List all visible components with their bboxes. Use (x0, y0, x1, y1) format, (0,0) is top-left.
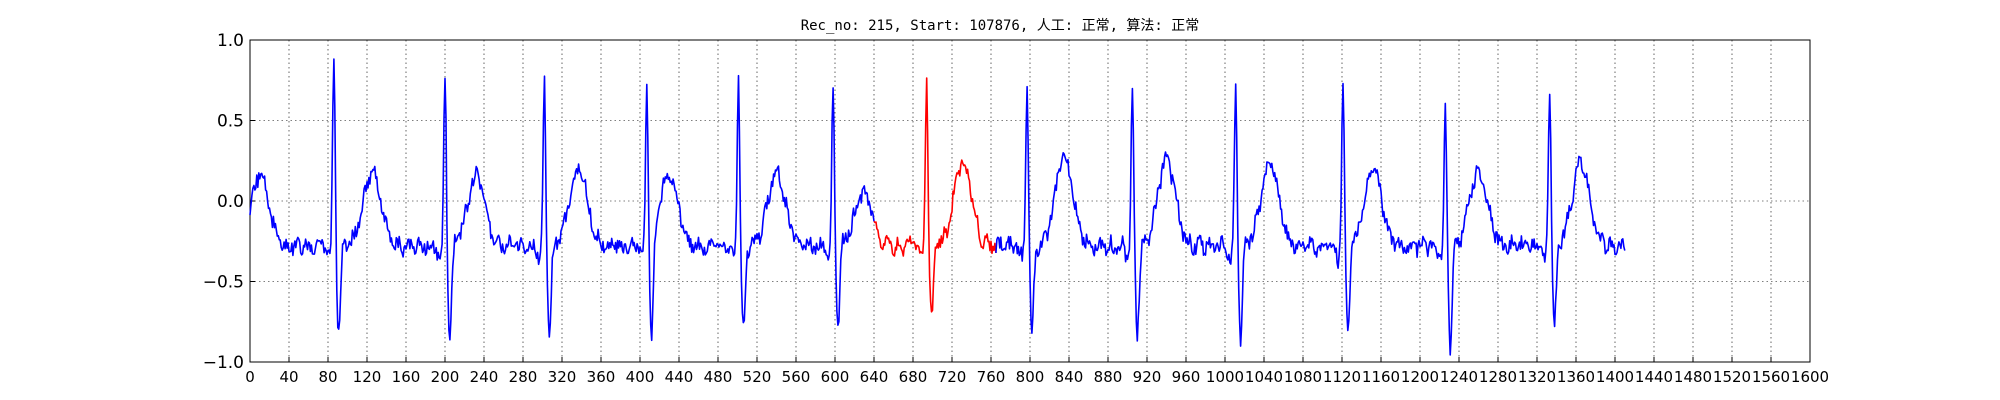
x-tick-label: 240 (470, 368, 499, 386)
x-tick-label: 40 (279, 368, 298, 386)
x-tick-label: 120 (353, 368, 382, 386)
x-tick-label: 840 (1055, 368, 1084, 386)
y-tick-label: 0.5 (217, 112, 244, 132)
chart-title: Rec_no: 215, Start: 107876, 人工: 正常, 算法: … (801, 18, 1200, 34)
y-tick-label: −0.5 (203, 273, 244, 293)
x-tick-label: 880 (1094, 368, 1123, 386)
x-tick-label: 1080 (1284, 368, 1322, 386)
x-tick-label: 280 (509, 368, 538, 386)
x-tick-label: 1280 (1479, 368, 1517, 386)
x-tick-label: 1600 (1791, 368, 1829, 386)
x-tick-label: 520 (743, 368, 772, 386)
y-tick-label: −1.0 (203, 353, 244, 373)
x-tick-label: 960 (1172, 368, 1201, 386)
x-tick-label: 1400 (1596, 368, 1634, 386)
x-axis: 0 40 80 120 160 200 240 280 320 360 400 440 480 520 56… (245, 357, 1829, 386)
x-tick-label: 760 (977, 368, 1006, 386)
x-tick-label: 480 (704, 368, 733, 386)
x-tick-label: 680 (899, 368, 928, 386)
x-tick-label: 1040 (1245, 368, 1283, 386)
x-tick-label: 1160 (1362, 368, 1400, 386)
x-tick-label: 720 (938, 368, 967, 386)
highlighted-beat-line (873, 77, 997, 313)
x-tick-label: 360 (587, 368, 616, 386)
x-tick-label: 0 (245, 368, 255, 386)
x-tick-label: 200 (431, 368, 460, 386)
x-tick-label: 400 (626, 368, 655, 386)
x-tick-label: 1560 (1752, 368, 1790, 386)
x-tick-label: 600 (821, 368, 850, 386)
x-tick-label: 920 (1133, 368, 1162, 386)
x-tick-label: 1480 (1674, 368, 1712, 386)
x-tick-label: 320 (548, 368, 577, 386)
x-tick-label: 1520 (1713, 368, 1751, 386)
x-tick-label: 1320 (1518, 368, 1556, 386)
x-tick-label: 640 (860, 368, 889, 386)
x-tick-label: 1360 (1557, 368, 1595, 386)
x-tick-label: 800 (1016, 368, 1045, 386)
y-axis: 1.0 0.5 0.0 −0.5 −1.0 (203, 31, 255, 373)
signal-line (995, 82, 1626, 356)
x-tick-label: 1000 (1206, 368, 1244, 386)
signal-series (249, 58, 1626, 356)
x-tick-label: 560 (782, 368, 811, 386)
x-tick-label: 160 (392, 368, 421, 386)
x-tick-label: 1200 (1401, 368, 1439, 386)
x-tick-label: 1240 (1440, 368, 1478, 386)
signal-line (249, 58, 875, 342)
y-tick-label: 0.0 (217, 192, 244, 212)
x-tick-label: 440 (665, 368, 694, 386)
y-tick-label: 1.0 (217, 31, 244, 51)
x-tick-label: 1440 (1635, 368, 1673, 386)
x-tick-label: 80 (318, 368, 337, 386)
x-tick-label: 1120 (1323, 368, 1361, 386)
